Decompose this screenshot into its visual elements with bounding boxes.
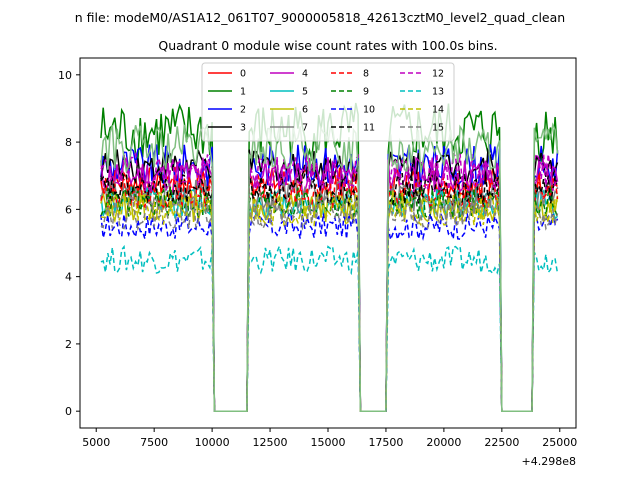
series-lines (100, 102, 559, 412)
x-tick-label: 5000 (82, 436, 110, 449)
legend-label: 11 (363, 123, 375, 134)
legend-label: 13 (432, 87, 444, 98)
legend-item: 12 (400, 69, 444, 80)
series-line-9 (100, 184, 559, 412)
legend-item: 11 (331, 123, 375, 134)
legend-label: 4 (302, 69, 308, 80)
y-tick-label: 10 (58, 69, 72, 82)
legend-label: 2 (240, 105, 246, 116)
legend-label: 6 (302, 105, 308, 116)
series-line-15 (100, 194, 559, 412)
legend-label: 10 (363, 105, 375, 116)
x-tick-label: 10000 (195, 436, 230, 449)
legend-item: 0 (208, 69, 246, 80)
series-line-11 (100, 172, 559, 412)
x-tick-label: 25000 (542, 436, 577, 449)
y-tick-label: 4 (65, 271, 72, 284)
x-tick-label: 7500 (140, 436, 168, 449)
legend-box (201, 62, 455, 142)
y-tick-label: 0 (65, 405, 72, 418)
legend-item: 13 (400, 87, 444, 98)
chart-title: Quadrant 0 module wise count rates with … (158, 38, 497, 53)
series-line-8 (100, 173, 559, 412)
legend-label: 14 (432, 105, 444, 116)
y-axis: 0 2 4 6 8 10 (58, 69, 80, 418)
legend-item: 7 (270, 123, 308, 134)
x-tick-label: 12500 (253, 436, 288, 449)
legend-label: 7 (302, 123, 308, 134)
x-axis: 5000 7500 10000 12500 15000 17500 20000 22500 25… (82, 428, 577, 449)
legend-item: 5 (270, 87, 308, 98)
x-tick-label: 20000 (426, 436, 461, 449)
x-tick-label: 15000 (311, 436, 346, 449)
y-tick-label: 2 (65, 338, 72, 351)
legend-item: 10 (331, 105, 375, 116)
series-line-12 (100, 151, 558, 412)
x-tick-label: 17500 (368, 436, 403, 449)
series-line-13 (100, 243, 559, 412)
legend-label: 12 (432, 69, 444, 80)
figure-suptitle: n file: modeM0/AS1A12_061T07_9000005818_… (75, 10, 565, 25)
legend-label: 5 (302, 87, 308, 98)
legend-label: 3 (240, 123, 246, 134)
legend-label: 0 (240, 69, 246, 80)
legend-label: 1 (240, 87, 246, 98)
series-line-14 (100, 192, 559, 412)
y-tick-label: 6 (65, 203, 72, 216)
legend-item: 4 (270, 69, 308, 80)
y-tick-label: 8 (65, 136, 72, 149)
legend-label: 9 (363, 87, 369, 98)
legend-item: 3 (208, 123, 246, 134)
legend-item: 2 (208, 105, 246, 116)
x-axis-offset-label: +4.298e8 (522, 455, 576, 468)
legend-item: 14 (400, 105, 444, 116)
x-tick-label: 22500 (484, 436, 519, 449)
legend-item: 1 (208, 87, 246, 98)
legend-item: 9 (331, 87, 369, 98)
plot-area: 5000 7500 10000 12500 15000 17500 20000 22500 25… (58, 57, 577, 468)
legend-label: 8 (363, 69, 369, 80)
legend-label: 15 (432, 123, 444, 134)
legend-item: 6 (270, 105, 308, 116)
legend-item: 8 (331, 69, 369, 80)
legend-item: 15 (400, 123, 444, 134)
